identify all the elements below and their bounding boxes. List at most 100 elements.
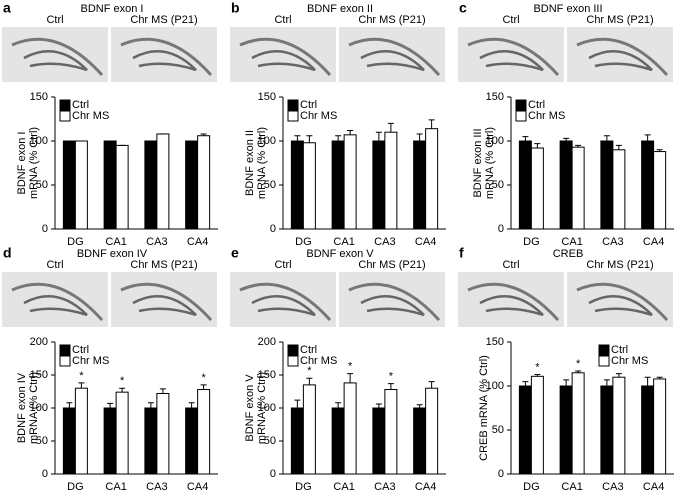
micrograph-structure [348, 282, 441, 322]
micrograph-structure [251, 295, 316, 317]
bar [115, 391, 129, 475]
x-tick-label: CA4 [187, 236, 208, 248]
error-bar [575, 370, 582, 373]
error-bar [575, 144, 582, 148]
legend-label: Ctrl [72, 99, 89, 111]
bar [144, 140, 158, 230]
error-bar [534, 374, 541, 377]
x-tick-label: DG [67, 481, 84, 490]
x-tick-label: CA3 [602, 481, 623, 490]
bar [384, 389, 398, 475]
micrograph [230, 272, 336, 327]
legend-label: Chr MS [300, 110, 337, 122]
micrograph-structure [23, 295, 88, 317]
micrograph-structure [132, 295, 197, 317]
bar [290, 140, 304, 230]
legend-label: Chr MS [72, 110, 109, 122]
error-bar [644, 134, 651, 141]
bar [103, 140, 117, 230]
micrograph [339, 272, 445, 327]
bar [518, 140, 532, 230]
error-bar [78, 382, 85, 389]
micrograph-structure [360, 295, 425, 317]
bar [62, 407, 76, 475]
bar [571, 372, 585, 475]
micrograph [458, 272, 564, 327]
y-tick-label: 50 [36, 179, 48, 191]
bar [413, 140, 427, 230]
x-tick-label: DG [523, 481, 540, 490]
y-tick-label: 150 [30, 369, 48, 381]
micrograph-structure [479, 295, 544, 317]
panel-letter: e [231, 245, 239, 261]
micrograph-structure [239, 282, 332, 322]
micrograph-structure [576, 37, 669, 77]
legend-label: Ctrl [611, 344, 628, 356]
micrograph-structure [120, 282, 213, 322]
error-bar [603, 379, 610, 386]
error-bar [107, 402, 114, 408]
bar [530, 147, 544, 230]
bar [600, 140, 614, 230]
error-bar [375, 403, 382, 408]
bar [559, 385, 573, 475]
error-bar [200, 384, 207, 390]
panel-letter: d [3, 245, 12, 261]
y-tick-label: 100 [258, 402, 276, 414]
image-label: Ctrl [46, 259, 63, 271]
error-bar [615, 373, 622, 378]
y-tick-label: 0 [42, 468, 48, 480]
micrograph-structure [239, 37, 332, 77]
legend-swatch [59, 355, 71, 367]
error-bar [563, 379, 570, 386]
y-axis-label: CREB mRNA (% Ctrl) [478, 355, 490, 461]
y-axis-label: mRNA (% Ctrl) [28, 127, 40, 199]
bar [559, 140, 573, 230]
legend-swatch [287, 110, 299, 122]
legend-swatch [59, 99, 71, 111]
y-tick-label: 0 [270, 468, 276, 480]
y-axis-label: mRNA (% Ctrl) [256, 372, 268, 444]
error-bar [644, 376, 651, 386]
bar [372, 140, 386, 230]
bar [290, 407, 304, 475]
micrograph-structure [360, 50, 425, 72]
error-bar [335, 135, 342, 141]
error-bar [147, 402, 154, 408]
micrograph-structure [23, 50, 88, 72]
micrograph-structure [11, 282, 104, 322]
error-bar [615, 144, 622, 150]
legend-label: Ctrl [528, 99, 545, 111]
micrograph [111, 272, 217, 327]
image-label: Chr MS (P21) [130, 14, 197, 26]
x-tick-label: CA1 [561, 481, 582, 490]
bar [641, 385, 655, 475]
bar [74, 387, 88, 475]
legend-swatch [287, 344, 299, 356]
micrograph [2, 27, 108, 82]
y-tick-label: 100 [486, 135, 504, 147]
micrograph [230, 27, 336, 82]
x-tick-label: DG [295, 481, 312, 490]
legend-label: Chr MS [611, 355, 648, 367]
micrograph-structure [348, 37, 441, 77]
x-tick-label: CA4 [187, 481, 208, 490]
bar [156, 133, 170, 230]
legend-label: Ctrl [300, 344, 317, 356]
micrograph [458, 27, 564, 82]
y-tick-label: 100 [486, 380, 504, 392]
error-bar [306, 135, 313, 143]
y-tick-label: 100 [258, 135, 276, 147]
error-bar [188, 402, 195, 408]
error-bar [200, 133, 207, 136]
y-tick-label: 150 [258, 91, 276, 103]
x-tick-label: CA3 [146, 236, 167, 248]
panel-title: BDNF exon V [306, 248, 374, 260]
legend-swatch [59, 110, 71, 122]
image-label: Ctrl [274, 259, 291, 271]
x-tick-label: CA4 [643, 236, 664, 248]
y-tick-label: 150 [258, 369, 276, 381]
y-axis-label: mRNA (% Ctrl) [28, 372, 40, 444]
bar [331, 407, 345, 475]
